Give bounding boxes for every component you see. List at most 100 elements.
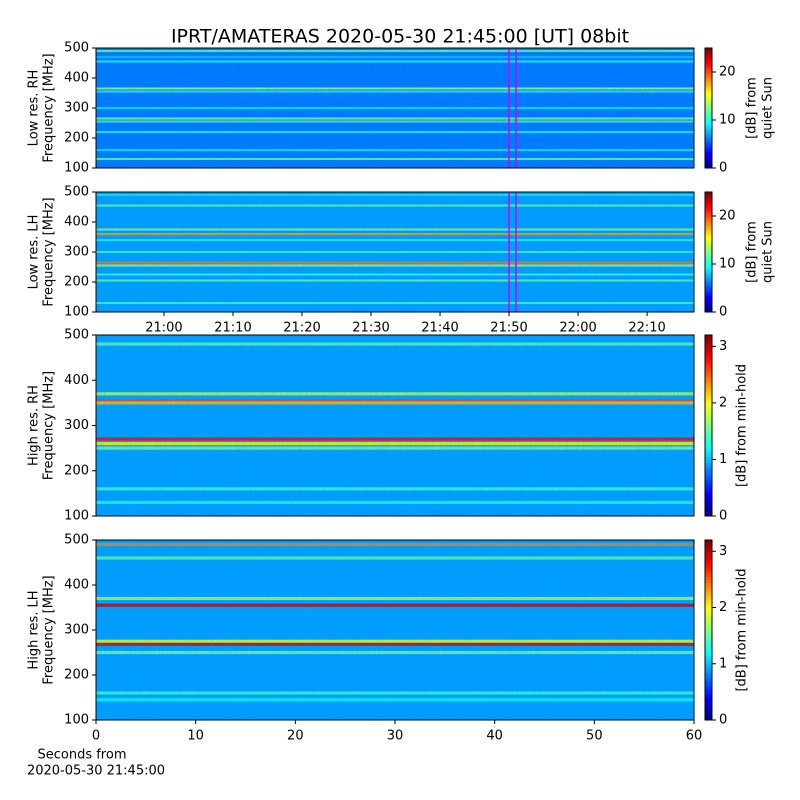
colorbar-segment (705, 212, 712, 215)
x-axis-label: Seconds from (37, 748, 126, 763)
colorbar-frame (704, 334, 713, 517)
noise (96, 48, 694, 168)
colorbar-label: [dB] from (745, 77, 760, 139)
colorbar-segment (705, 291, 712, 294)
colorbar-segment (705, 117, 712, 120)
colorbar-segment (705, 504, 712, 509)
colorbar-segment (705, 422, 712, 426)
colorbar-segment (705, 414, 712, 418)
colorbar-segment (705, 91, 712, 94)
colorbar-segment (705, 225, 712, 229)
colorbar-segment (705, 613, 712, 617)
colorbar-segment (705, 363, 712, 367)
y-tick-label: 500 (64, 533, 89, 548)
colorbar-segment (705, 295, 712, 298)
x-tick-label: 10 (187, 729, 204, 744)
y-tick-label: 400 (64, 71, 89, 86)
colorbar-segment (705, 61, 712, 64)
colorbar-segment (705, 111, 712, 115)
colorbar-tick-label: 3 (719, 339, 727, 354)
colorbar-segment (705, 76, 712, 79)
colorbar-segment (705, 66, 712, 70)
colorbar-segment (705, 158, 712, 161)
colorbar-label: [dB] from min-hold (735, 568, 750, 691)
x-tick-label: 21:50 (490, 321, 527, 336)
colorbar-tick-label: 0 (719, 713, 727, 728)
colorbar-segment (705, 252, 712, 255)
colorbar-segment (705, 70, 712, 73)
colorbar-segment (705, 465, 712, 469)
colorbar-segment (705, 51, 712, 55)
y-tick-label: 400 (64, 215, 89, 230)
colorbar-segment (705, 130, 712, 133)
x-tick-label: 22:00 (559, 321, 596, 336)
colorbar-segment (705, 473, 712, 477)
colorbar-segment (705, 686, 712, 690)
colorbar-segment (705, 246, 712, 249)
colorbar-segment (705, 126, 712, 130)
colorbar-segment (705, 487, 712, 492)
colorbar-segment (705, 270, 712, 274)
y-tick-label: 300 (64, 245, 89, 260)
colorbar-segment (705, 705, 712, 710)
colorbar-segment (705, 354, 712, 359)
colorbar-segment (705, 207, 712, 210)
y-tick-label: 100 (64, 509, 89, 524)
noise (96, 335, 694, 516)
colorbar-segment (705, 601, 712, 606)
colorbar-segment (705, 565, 712, 569)
y-tick-label: 100 (64, 713, 89, 728)
colorbar-segment (705, 610, 712, 614)
colorbar-segment (705, 238, 712, 242)
colorbar-segment (705, 556, 712, 561)
colorbar-segment (705, 568, 712, 572)
colorbar-segment (705, 694, 712, 698)
colorbar-segment (705, 542, 712, 547)
colorbar-segment (705, 134, 712, 137)
x-tick-label: 22:10 (628, 321, 665, 336)
x-tick-label: 21:10 (214, 321, 251, 336)
colorbar-segment (705, 222, 712, 225)
colorbar-segment (705, 102, 712, 105)
colorbar-segment (705, 400, 712, 404)
colorbar-segment (705, 346, 712, 350)
colorbar-segment (705, 582, 712, 586)
colorbar-segment (705, 462, 712, 466)
colorbar-segment (705, 551, 712, 555)
colorbar-segment (705, 81, 712, 85)
colorbar-segment (705, 675, 712, 679)
noise (96, 192, 694, 312)
colorbar-segment (705, 208, 712, 212)
colorbar-segment (705, 128, 712, 131)
colorbar-segment (705, 360, 712, 364)
colorbar-segment (705, 672, 712, 676)
colorbar-segment (705, 507, 712, 511)
y-tick-label: 200 (64, 463, 89, 478)
y-tick-label: 100 (64, 161, 89, 176)
colorbar-segment (705, 655, 712, 659)
colorbar-label: quiet Sun (761, 77, 776, 139)
y-tick-label: 200 (64, 275, 89, 290)
colorbar-segment (705, 199, 712, 202)
colorbar-segment (705, 263, 712, 266)
colorbar-segment (705, 570, 712, 575)
colorbar-segment (705, 624, 712, 628)
colorbar-segment (705, 272, 712, 275)
colorbar-segment (705, 351, 712, 356)
colorbar-segment (705, 231, 712, 234)
colorbar-segment (705, 428, 712, 432)
colorbar-segment (705, 55, 712, 58)
colorbar-frame (704, 47, 713, 169)
colorbar-segment (705, 357, 712, 361)
colorbar-segment (705, 89, 712, 92)
colorbar-segment (705, 368, 712, 373)
y-axis-label: Frequency [MHz] (42, 197, 57, 306)
y-tick-label: 200 (64, 668, 89, 683)
y-axis-label: High res. LH (27, 590, 42, 669)
colorbar-segment (705, 57, 712, 60)
y-tick-label: 500 (64, 328, 89, 343)
colorbar-segment (705, 98, 712, 101)
y-tick-label: 200 (64, 131, 89, 146)
colorbar-tick-label: 1 (719, 656, 727, 671)
colorbar-segment (705, 250, 712, 253)
